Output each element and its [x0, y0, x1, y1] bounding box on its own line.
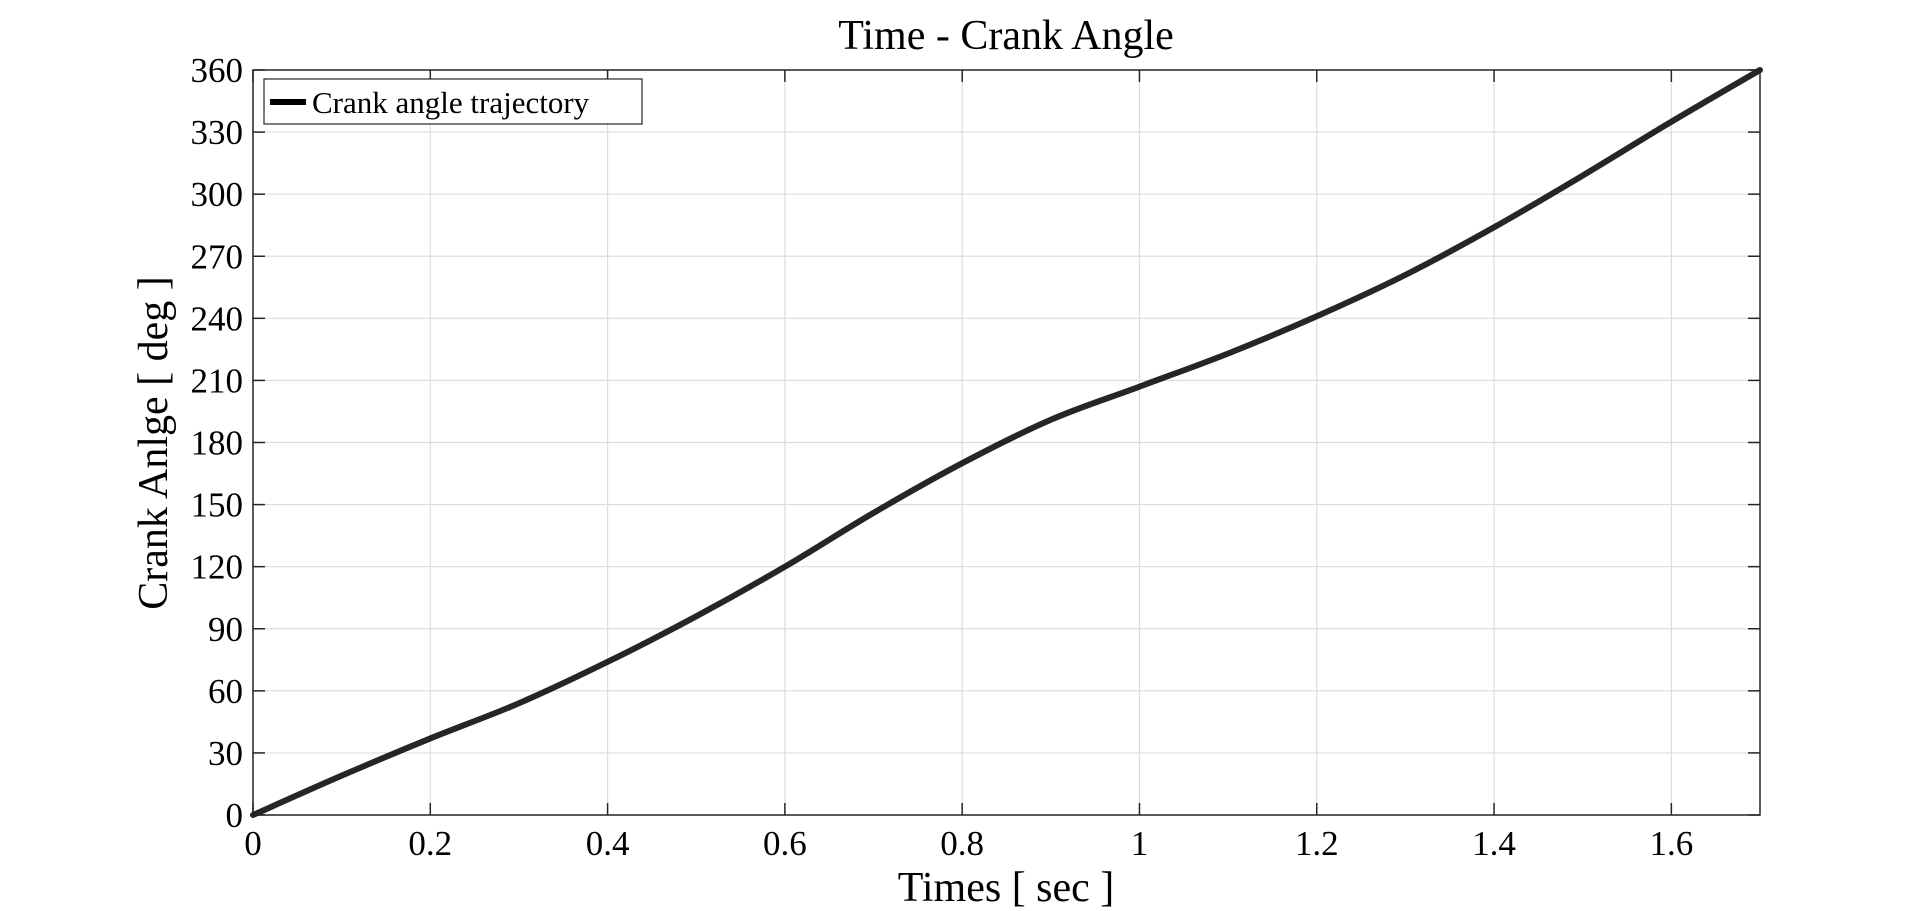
- y-tick-label: 90: [208, 610, 243, 649]
- label-layer: 0 0.2 0.4 0.6 0.8 1 1.2 1.4 1.6 0 30 60 90 120 150 180 2…: [191, 51, 1694, 863]
- legend-box: [263, 78, 643, 125]
- x-axis-title: Times [ sec ]: [898, 865, 1115, 911]
- y-tick-label: 270: [191, 237, 244, 276]
- x-tick-label: 1.2: [1295, 824, 1339, 863]
- x-tick-label: 0.2: [408, 824, 452, 863]
- x-tick-label: 0.8: [940, 824, 984, 863]
- y-axis-title: Crank Anlge [ deg ]: [131, 276, 177, 610]
- legend: Crank angle trajectory: [263, 78, 643, 125]
- chart-title: Time - Crank Angle: [838, 13, 1174, 59]
- y-tick-label: 60: [208, 672, 243, 711]
- y-tick-label: 150: [191, 486, 244, 525]
- y-tick-label: 0: [226, 796, 244, 835]
- y-tick-label: 360: [191, 51, 244, 90]
- y-tick-label: 120: [191, 548, 244, 587]
- legend-label: Crank angle trajectory: [312, 85, 590, 120]
- x-tick-label: 1.4: [1472, 824, 1516, 863]
- x-tick-label: 0.6: [763, 824, 807, 863]
- y-tick-label: 180: [191, 424, 244, 463]
- plot-frame: [252, 69, 1761, 816]
- y-tick-label: 330: [191, 113, 244, 152]
- y-tick-label: 300: [191, 175, 244, 214]
- x-tick-label: 1.6: [1649, 824, 1693, 863]
- y-tick-label: 210: [191, 361, 244, 400]
- x-tick-label: 0.4: [586, 824, 630, 863]
- series-line: [250, 67, 1763, 818]
- x-tick-label: 1: [1131, 824, 1149, 863]
- series-layer: [250, 67, 1763, 818]
- y-tick-label: 30: [208, 734, 243, 773]
- x-tick-label: 0: [244, 824, 262, 863]
- y-tick-label: 240: [191, 299, 244, 338]
